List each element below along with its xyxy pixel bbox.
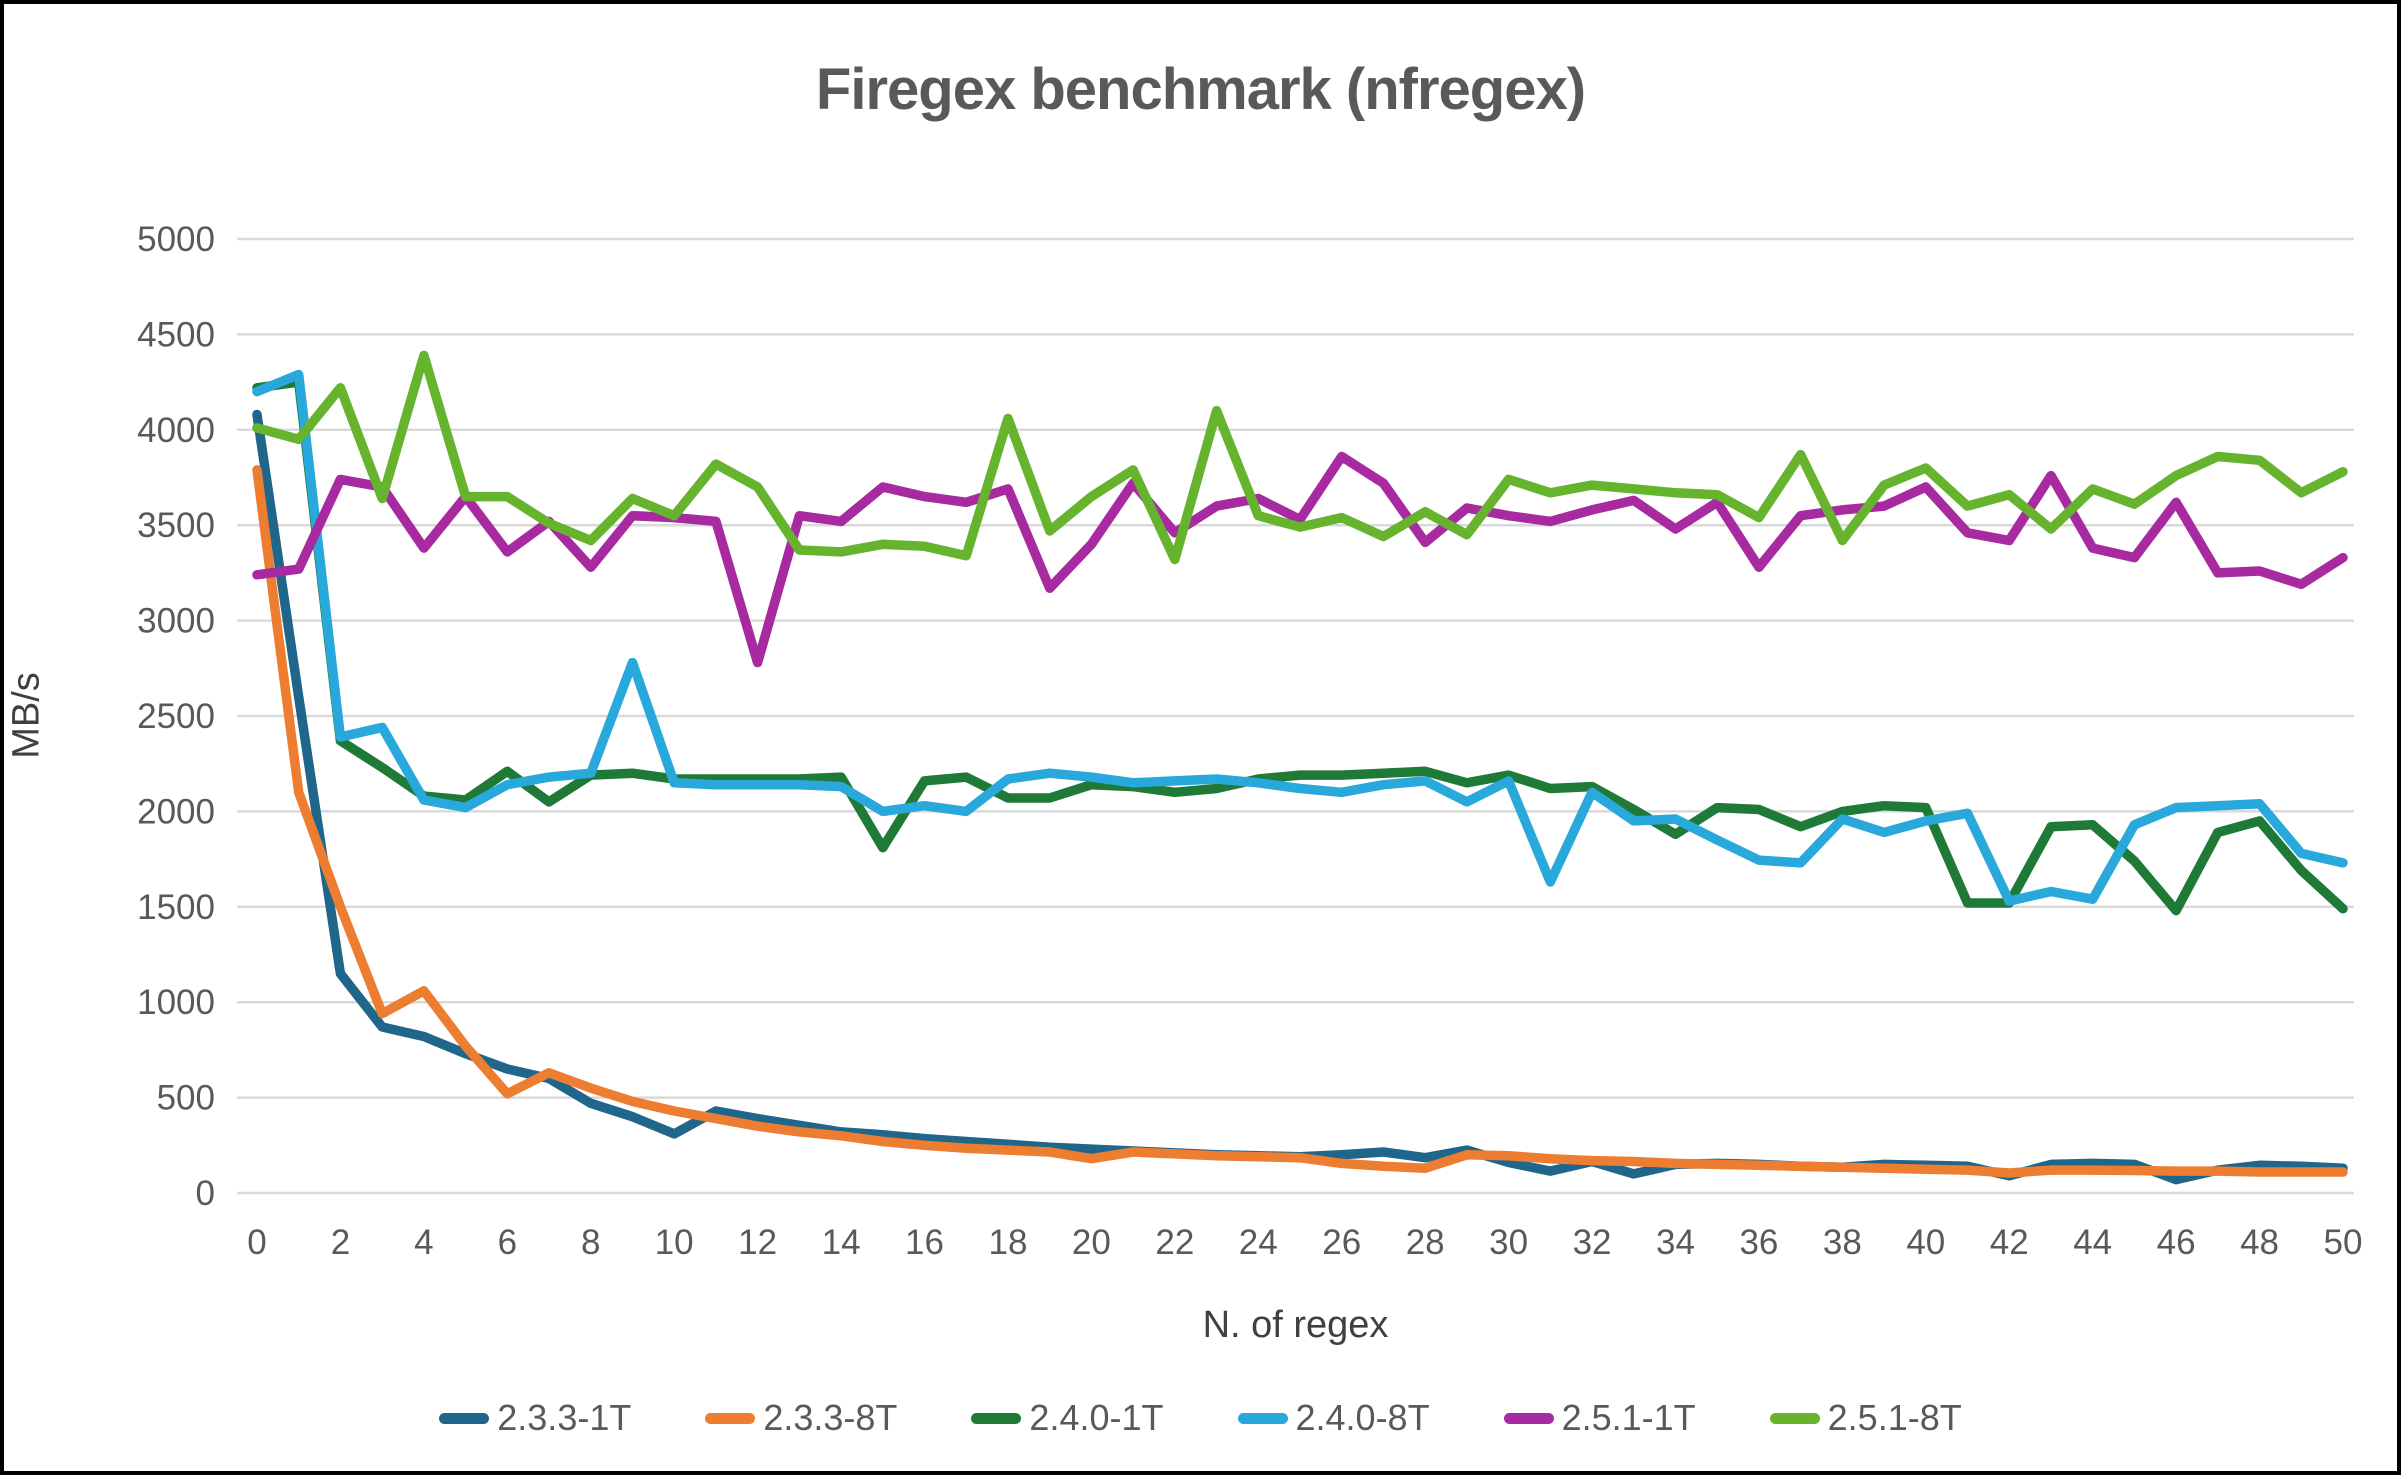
y-tick-label-3500: 3500 bbox=[137, 506, 215, 545]
legend-swatch-2.3.3-1T bbox=[439, 1412, 490, 1424]
legend-label: 2.5.1-1T bbox=[1561, 1397, 1696, 1438]
y-tick-label-3000: 3000 bbox=[137, 602, 215, 641]
legend-label: 2.4.0-8T bbox=[1295, 1397, 1430, 1438]
legend-label: 2.3.3-1T bbox=[497, 1397, 632, 1438]
legend-item-2.3.3-1T[interactable]: 2.3.3-1T bbox=[439, 1397, 631, 1439]
series-lines bbox=[252, 350, 2348, 1185]
x-tick-label-12: 12 bbox=[738, 1223, 777, 1262]
series-line-2.5.1-1T bbox=[252, 451, 2348, 668]
legend-swatch-2.4.0-8T bbox=[1237, 1412, 1288, 1424]
legend-label: 2.3.3-8T bbox=[763, 1397, 898, 1438]
legend-swatch-2.4.0-1T bbox=[971, 1412, 1022, 1424]
x-axis-title: N. of regex bbox=[1202, 1304, 1389, 1346]
x-tick-label-26: 26 bbox=[1322, 1223, 1361, 1262]
legend-item-2.3.3-8T[interactable]: 2.3.3-8T bbox=[705, 1397, 897, 1439]
legend-item-2.4.0-1T[interactable]: 2.4.0-1T bbox=[971, 1397, 1164, 1439]
x-tick-label-36: 36 bbox=[1739, 1223, 1778, 1262]
y-axis-tick-labels: 0 500 1000 1500 2000 2500 3000 3500 4000 4500 5000 bbox=[137, 220, 215, 1213]
legend-item-2.4.0-8T[interactable]: 2.4.0-8T bbox=[1237, 1397, 1430, 1439]
x-tick-label-28: 28 bbox=[1406, 1223, 1445, 1262]
y-tick-label-5000: 5000 bbox=[137, 220, 215, 259]
y-tick-label-500: 500 bbox=[157, 1079, 215, 1118]
series-line-2.5.1-8T bbox=[252, 350, 2348, 565]
x-tick-label-40: 40 bbox=[1906, 1223, 1945, 1262]
legend-item-2.5.1-1T[interactable]: 2.5.1-1T bbox=[1503, 1397, 1696, 1439]
y-axis-title: MB/s bbox=[5, 672, 48, 759]
x-tick-label-48: 48 bbox=[2240, 1223, 2279, 1262]
x-tick-label-0: 0 bbox=[247, 1223, 266, 1262]
x-tick-label-44: 44 bbox=[2073, 1223, 2112, 1262]
legend-item-2.5.1-8T[interactable]: 2.5.1-8T bbox=[1769, 1397, 1962, 1439]
x-tick-label-16: 16 bbox=[905, 1223, 944, 1262]
series-line-2.3.3-8T bbox=[252, 465, 2348, 1178]
x-tick-label-2: 2 bbox=[331, 1223, 350, 1262]
x-tick-label-10: 10 bbox=[655, 1223, 694, 1262]
x-tick-label-20: 20 bbox=[1072, 1223, 1111, 1262]
x-tick-label-46: 46 bbox=[2157, 1223, 2196, 1262]
x-tick-label-32: 32 bbox=[1573, 1223, 1612, 1262]
x-tick-label-42: 42 bbox=[1990, 1223, 2029, 1262]
x-tick-label-4: 4 bbox=[414, 1223, 433, 1262]
x-tick-label-30: 30 bbox=[1489, 1223, 1528, 1262]
y-tick-label-4000: 4000 bbox=[137, 411, 215, 450]
legend-swatch-2.3.3-8T bbox=[705, 1412, 756, 1424]
series-line-2.4.0-1T bbox=[252, 377, 2348, 916]
y-tick-label-2500: 2500 bbox=[137, 697, 215, 736]
x-tick-label-50: 50 bbox=[2324, 1223, 2363, 1262]
legend: 2.3.3-1T 2.3.3-8T 2.4.0-1T 2.4.0-8T 2.5.1-1T… bbox=[4, 1397, 2397, 1439]
legend-label: 2.4.0-1T bbox=[1029, 1397, 1164, 1438]
legend-swatch-2.5.1-1T bbox=[1503, 1412, 1554, 1424]
x-tick-label-18: 18 bbox=[988, 1223, 1027, 1262]
x-tick-label-8: 8 bbox=[581, 1223, 600, 1262]
y-tick-label-0: 0 bbox=[196, 1174, 215, 1213]
x-axis-tick-labels: 0 2 4 6 8 10 12 14 16 18 20 22 24 26 28 30 32 34 36 38 40 42 4… bbox=[247, 1223, 2362, 1262]
x-tick-label-14: 14 bbox=[822, 1223, 861, 1262]
chart-title: Firegex benchmark (nfregex) bbox=[815, 57, 1586, 122]
legend-swatch-2.5.1-8T bbox=[1769, 1412, 1820, 1424]
x-tick-label-6: 6 bbox=[498, 1223, 517, 1262]
y-tick-label-2000: 2000 bbox=[137, 792, 215, 831]
y-tick-label-4500: 4500 bbox=[137, 315, 215, 354]
series-line-2.4.0-8T bbox=[252, 369, 2348, 906]
plot-area: 0500100015002000250030003500400045005000… bbox=[137, 220, 2362, 1262]
x-tick-label-38: 38 bbox=[1823, 1223, 1862, 1262]
y-tick-label-1500: 1500 bbox=[137, 888, 215, 927]
y-tick-label-1000: 1000 bbox=[137, 983, 215, 1022]
x-tick-label-22: 22 bbox=[1155, 1223, 1194, 1262]
x-tick-label-34: 34 bbox=[1656, 1223, 1695, 1262]
legend-label: 2.5.1-8T bbox=[1827, 1397, 1962, 1438]
x-tick-label-24: 24 bbox=[1239, 1223, 1278, 1262]
gridlines bbox=[237, 237, 2354, 1195]
